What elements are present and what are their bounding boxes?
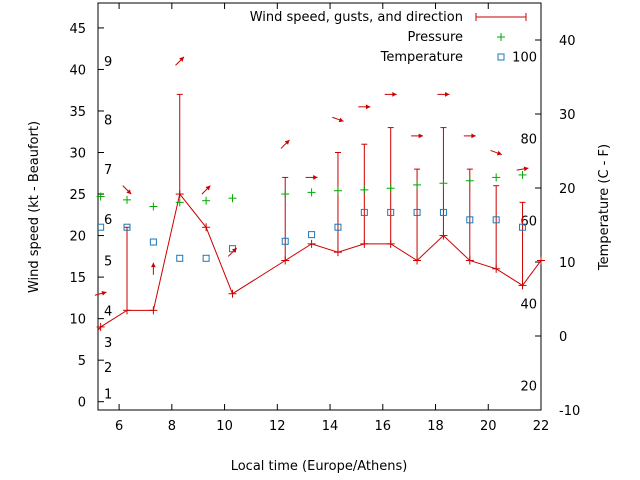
y-right-axis-title: Temperature (C - F) (597, 144, 612, 271)
x-tick-label: 18 (427, 419, 444, 434)
temperature-point (123, 223, 131, 231)
y-left-tick-label: 40 (69, 63, 86, 78)
temperature-point (149, 238, 157, 246)
temperature-point (308, 231, 316, 239)
legend-label-temperature: Temperature (380, 50, 463, 65)
wind-direction-arrowhead (392, 91, 397, 97)
y-right-tick-label: 10 (559, 256, 576, 271)
fahrenheit-label: 80 (520, 132, 537, 147)
x-tick-label: 6 (115, 419, 123, 434)
wind-direction-arrowhead (445, 91, 450, 97)
y-left-tick-label: 30 (69, 147, 86, 162)
wind-direction-arrowhead (338, 117, 344, 123)
wind-direction-arrowhead (471, 133, 476, 139)
beaufort-label: 1 (104, 387, 112, 402)
legend-marker-wind (475, 13, 527, 21)
wind-direction-arrowhead (126, 189, 132, 195)
wind-direction-arrowhead (418, 133, 424, 139)
legend-marker-temperature (497, 53, 505, 61)
temperature-point (413, 208, 421, 216)
temperature-point (281, 237, 289, 245)
wind-direction-arrowhead (365, 104, 371, 110)
beaufort-label: 6 (104, 213, 112, 228)
temperature-point (387, 208, 395, 216)
x-axis-title: Local time (Europe/Athens) (231, 459, 408, 474)
temperature-point (519, 223, 527, 231)
legend: Wind speed, gusts, and direction Pressur… (250, 10, 527, 65)
x-tick-label: 14 (322, 419, 339, 434)
temperature-point (202, 254, 210, 262)
beaufort-label: 7 (104, 163, 112, 178)
x-tick-label: 8 (168, 419, 176, 434)
beaufort-label: 8 (104, 113, 112, 128)
fahrenheit-label: 100 (512, 50, 537, 65)
temperature-point (176, 254, 184, 262)
wind-direction-arrowhead (205, 185, 211, 191)
y-left-tick-label: 5 (78, 354, 86, 369)
beaufort-label: 4 (104, 304, 112, 319)
y-right-tick-label: 30 (559, 108, 576, 123)
y-left-axis-title: Wind speed (kt - Beaufort) (27, 121, 42, 293)
x-tick-label: 20 (480, 419, 497, 434)
legend-label-wind: Wind speed, gusts, and direction (250, 10, 463, 25)
beaufort-label: 9 (104, 55, 112, 70)
wind-speed-line (98, 192, 541, 332)
y-left-tick-label: 0 (78, 396, 86, 411)
beaufort-label: 3 (104, 336, 112, 351)
y-right-tick-label: -10 (559, 404, 580, 419)
wind-direction-arrowhead (179, 56, 184, 62)
x-tick-label: 16 (375, 419, 392, 434)
temperature-point (439, 208, 447, 216)
wind-direction-arrowhead (313, 175, 318, 180)
wind-direction-arrowhead (231, 247, 237, 253)
y-left-tick-label: 20 (69, 230, 86, 245)
temperature-point (360, 208, 368, 216)
fahrenheit-label: 40 (520, 297, 537, 312)
plot-frame (97, 2, 542, 411)
temperature-point (97, 223, 105, 231)
fahrenheit-label: 20 (520, 380, 537, 395)
wind-direction-arrowhead (284, 139, 290, 145)
y-left-tick-label: 35 (69, 105, 86, 120)
temperature-point (466, 216, 474, 224)
wind-direction-arrowhead (496, 150, 502, 156)
legend-marker-pressure (497, 33, 505, 41)
x-tick-label: 10 (216, 419, 233, 434)
x-tick-label: 12 (269, 419, 286, 434)
fahrenheit-label: 60 (520, 215, 537, 230)
wind-direction-arrowhead (101, 290, 107, 296)
y-right-tick-label: 40 (559, 34, 576, 49)
y-left-tick-label: 15 (69, 271, 86, 286)
wind-direction-arrowhead (150, 262, 156, 268)
wind-direction-arrowhead (523, 166, 529, 172)
y-left-tick-label: 25 (69, 188, 86, 203)
series-layer (94, 56, 545, 332)
y-left-tick-label: 45 (69, 22, 86, 37)
y-right-tick-label: 0 (559, 330, 567, 345)
temperature-point (492, 216, 500, 224)
temperature-point (334, 223, 342, 231)
plot-border (97, 2, 542, 411)
axis-layer: 6 8 10 12 14 16 18 20 22051015202530354045-10010… (69, 3, 580, 434)
beaufort-label: 2 (104, 361, 112, 376)
y-left-tick-label: 10 (69, 313, 86, 328)
legend-label-pressure: Pressure (407, 30, 463, 45)
x-tick-label: 22 (533, 419, 550, 434)
y-right-tick-label: 20 (559, 182, 576, 197)
beaufort-label: 5 (104, 254, 112, 269)
